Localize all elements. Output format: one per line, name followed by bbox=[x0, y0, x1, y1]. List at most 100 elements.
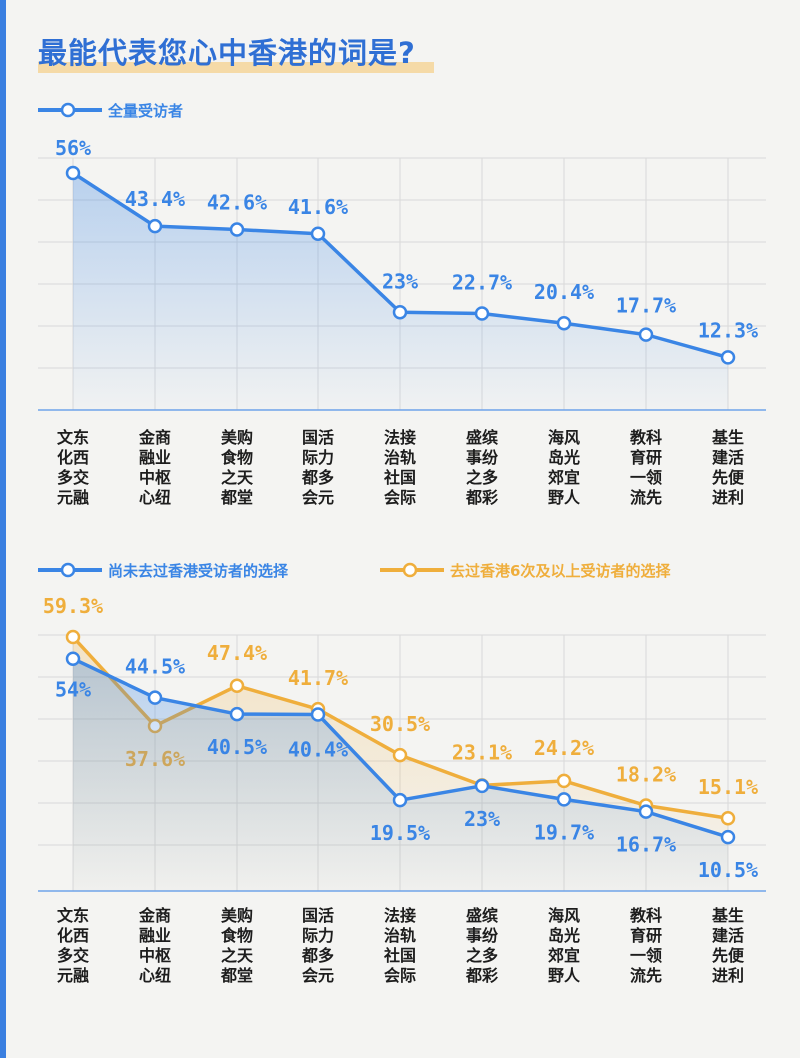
category-label-line: 一领 bbox=[629, 468, 662, 487]
category-label-line: 都多 bbox=[301, 946, 334, 965]
data-point bbox=[65, 629, 81, 645]
category-label-line: 都堂 bbox=[220, 966, 253, 985]
data-point bbox=[147, 218, 163, 234]
category-label-line: 元融 bbox=[56, 488, 89, 507]
category-label-line: 之多 bbox=[465, 468, 498, 487]
category-label-line: 基生 bbox=[711, 428, 744, 447]
category-label: 文东 化西 多交 元融 bbox=[53, 906, 93, 986]
category-label-line: 化西 bbox=[56, 926, 89, 945]
data-label: 23.1% bbox=[452, 740, 512, 764]
category-label: 国活 际力 都多 会元 bbox=[298, 428, 338, 508]
data-label: 23% bbox=[382, 269, 418, 293]
category-label-line: 之天 bbox=[220, 468, 253, 487]
data-label: 59.3% bbox=[43, 594, 103, 618]
category-label-line: 心纽 bbox=[138, 966, 171, 985]
category-label-line: 食物 bbox=[220, 926, 253, 945]
legend-label: 尚未去过香港受访者的选择 bbox=[108, 561, 289, 580]
title-highlight bbox=[38, 62, 434, 73]
category-label-line: 郊宜 bbox=[547, 468, 580, 487]
category-label-line: 多交 bbox=[56, 946, 89, 965]
category-label-line: 会元 bbox=[301, 488, 334, 507]
category-label-line: 野人 bbox=[547, 966, 580, 985]
category-label-line: 海风 bbox=[547, 906, 580, 925]
category-label: 基生 建活 先便 进利 bbox=[708, 906, 748, 986]
legend-item: 去过香港6次及以上受访者的选择 bbox=[380, 560, 670, 580]
legend-item: 全量受访者 bbox=[38, 100, 183, 120]
category-label-line: 建活 bbox=[711, 926, 744, 945]
category-label-line: 都多 bbox=[301, 468, 334, 487]
category-label-line: 会际 bbox=[383, 966, 416, 985]
category-label: 国活 际力 都多 会元 bbox=[298, 906, 338, 986]
data-label: 15.1% bbox=[698, 775, 758, 799]
data-label: 18.2% bbox=[616, 763, 676, 787]
category-label: 盛缤 事纷 之多 都彩 bbox=[462, 906, 502, 986]
data-point bbox=[474, 306, 490, 321]
data-point bbox=[556, 315, 572, 331]
category-label-line: 会际 bbox=[383, 488, 416, 507]
category-label-line: 中枢 bbox=[138, 468, 171, 487]
category-label-line: 金商 bbox=[138, 428, 171, 447]
category-label-line: 社国 bbox=[383, 946, 416, 965]
data-point bbox=[474, 778, 490, 794]
category-label-line: 融业 bbox=[138, 448, 171, 467]
category-label-line: 进利 bbox=[711, 966, 744, 985]
category-label-line: 先便 bbox=[711, 468, 744, 487]
data-point bbox=[229, 706, 245, 722]
data-label: 40.5% bbox=[207, 735, 267, 759]
data-point bbox=[556, 773, 572, 789]
data-point bbox=[720, 829, 736, 845]
category-label-line: 先便 bbox=[711, 946, 744, 965]
category-label: 教科 育研 一领 流先 bbox=[626, 906, 666, 986]
data-label: 19.7% bbox=[534, 820, 594, 844]
data-point bbox=[638, 804, 654, 819]
category-label-line: 流先 bbox=[629, 966, 662, 985]
category-label-line: 法接 bbox=[383, 428, 416, 447]
data-label: 17.7% bbox=[616, 294, 676, 318]
data-label: 12.3% bbox=[698, 318, 758, 342]
category-label: 基生 建活 先便 进利 bbox=[708, 428, 748, 508]
category-label-line: 盛缤 bbox=[465, 906, 498, 925]
category-label-line: 元融 bbox=[56, 966, 89, 985]
category-label-line: 文东 bbox=[56, 906, 89, 925]
legend-marker-icon bbox=[380, 562, 444, 578]
data-point bbox=[65, 651, 81, 666]
category-label-line: 之多 bbox=[465, 946, 498, 965]
category-label-line: 际力 bbox=[301, 448, 334, 467]
data-label: 43.4% bbox=[125, 187, 185, 211]
category-label-line: 建活 bbox=[711, 448, 744, 467]
category-label: 法接 治轨 社国 会际 bbox=[380, 906, 420, 986]
data-point bbox=[392, 305, 408, 320]
data-point bbox=[229, 222, 245, 237]
category-label-line: 野人 bbox=[547, 488, 580, 507]
category-label: 海风 岛光 郊宜 野人 bbox=[544, 906, 584, 986]
category-label-line: 心纽 bbox=[138, 488, 171, 507]
category-label-line: 一领 bbox=[629, 946, 662, 965]
category-label: 文东 化西 多交 元融 bbox=[53, 428, 93, 508]
category-label-line: 多交 bbox=[56, 468, 89, 487]
data-point bbox=[310, 707, 326, 722]
category-label-line: 事纷 bbox=[465, 926, 498, 945]
left-accent-bar bbox=[0, 0, 6, 1058]
category-label: 法接 治轨 社国 会际 bbox=[380, 428, 420, 508]
category-label-line: 国活 bbox=[301, 428, 334, 447]
category-label-line: 基生 bbox=[711, 906, 744, 925]
data-label: 54% bbox=[55, 678, 91, 702]
category-label-line: 盛缤 bbox=[465, 428, 498, 447]
category-label-line: 教科 bbox=[629, 428, 662, 447]
data-label: 47.4% bbox=[207, 641, 267, 665]
category-label: 美购 食物 之天 都堂 bbox=[217, 906, 257, 986]
data-label: 42.6% bbox=[207, 191, 267, 215]
category-label-line: 法接 bbox=[383, 906, 416, 925]
legend-item: 尚未去过香港受访者的选择 bbox=[38, 560, 288, 580]
category-label-line: 都彩 bbox=[465, 966, 498, 985]
category-label-line: 中枢 bbox=[138, 946, 171, 965]
data-label: 23% bbox=[464, 807, 500, 831]
data-point bbox=[310, 226, 326, 242]
data-point bbox=[229, 678, 245, 694]
data-point bbox=[147, 690, 163, 705]
legend-marker-icon bbox=[38, 102, 102, 118]
data-point bbox=[65, 165, 81, 181]
category-label-line: 教科 bbox=[629, 906, 662, 925]
category-label-line: 化西 bbox=[56, 448, 89, 467]
category-label-line: 美购 bbox=[220, 428, 253, 447]
